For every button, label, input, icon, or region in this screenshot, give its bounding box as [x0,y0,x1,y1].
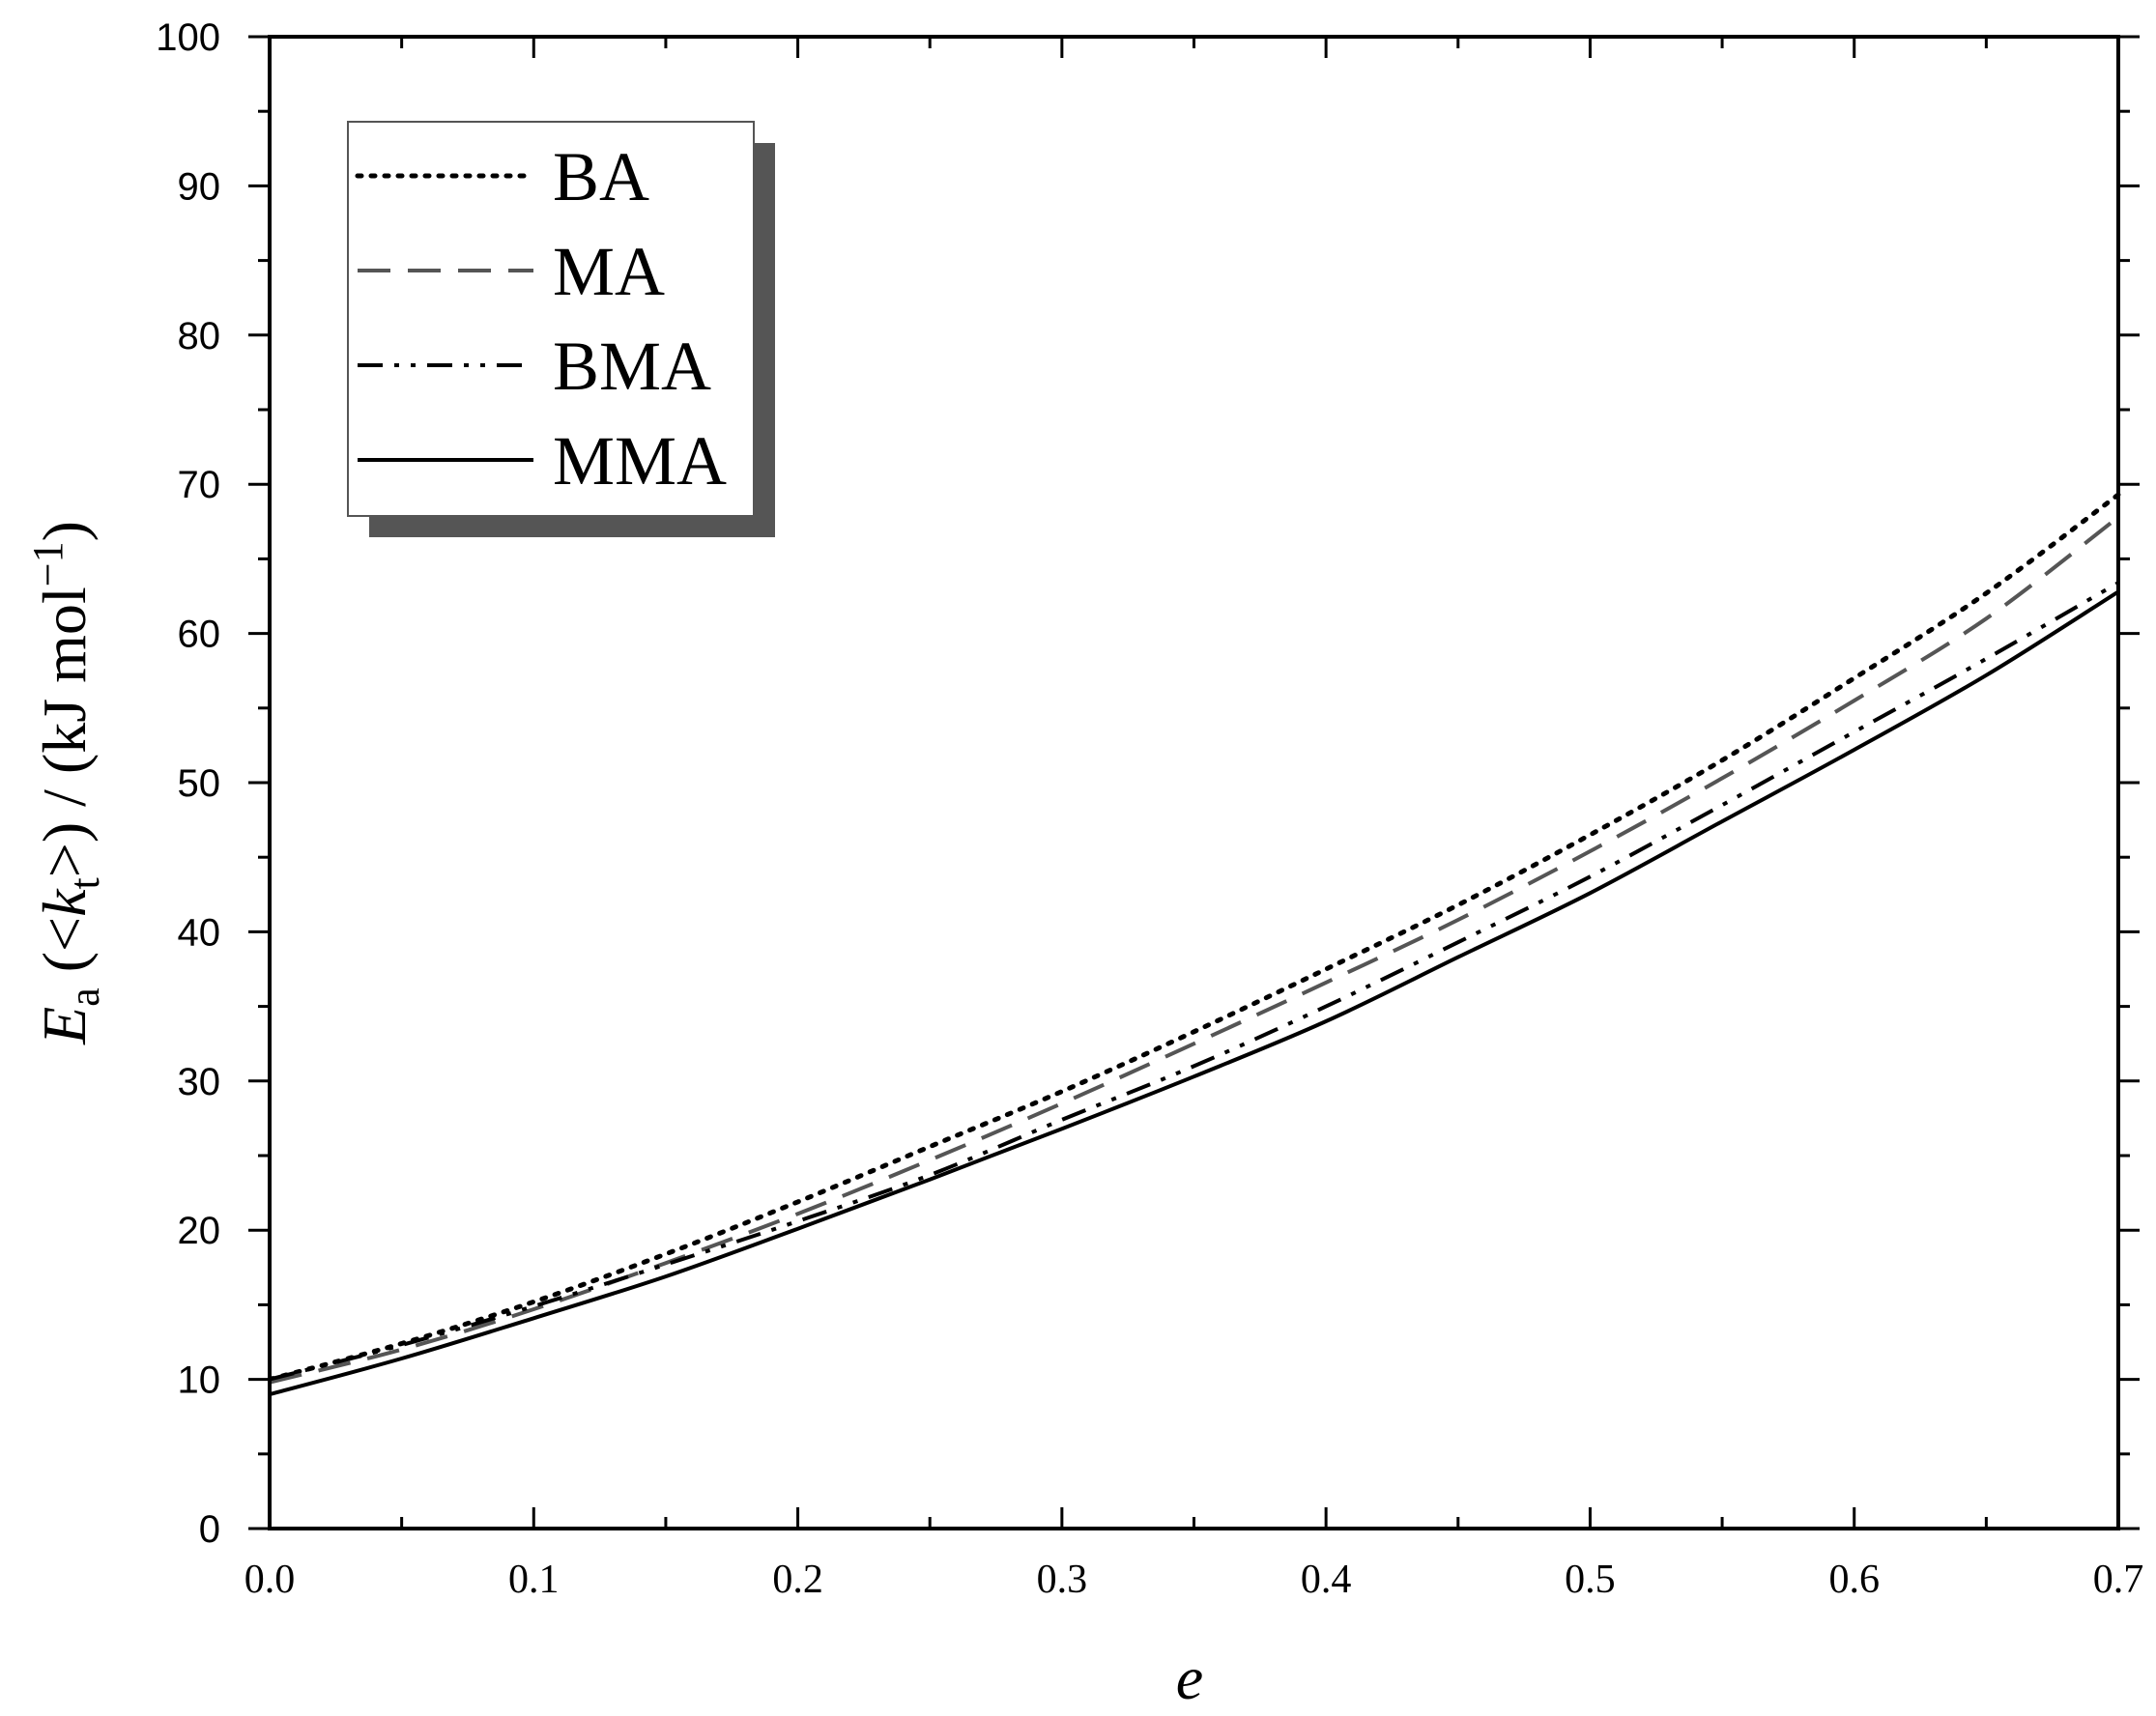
x-tick-label: 0.5 [1565,1558,1616,1602]
y-tick-label: 70 [178,464,221,506]
legend-label-ba: BA [553,138,649,215]
y-tick-label: 60 [178,614,221,656]
y-tick-label: 80 [178,315,221,358]
y-tick-label: 10 [178,1359,221,1402]
y-axis-title: Ea (<kt>) / (kJ mol−1) [24,521,108,1045]
y-tick-label: 40 [178,911,221,954]
y-axis-title-exponent: −1 [24,541,72,586]
y-axis-title-end: ) [30,521,99,541]
y-tick-label: 0 [199,1508,220,1551]
series-line-mma [269,589,2120,1396]
series-lines [267,492,2121,1396]
x-tick-label: 0.3 [1037,1558,1088,1602]
legend-entries: BA MA BMA MMA [355,138,727,500]
legend-box [347,121,755,517]
series-line-ba [267,492,2121,1383]
y-tick-label: 20 [178,1210,221,1252]
y-tick-label: 50 [178,762,221,805]
x-tick-label: 0.1 [508,1558,560,1602]
x-tick-label: 0.2 [772,1558,823,1602]
x-tick-label: 0.0 [244,1558,296,1602]
plot-frame [268,35,2120,1530]
series-line-bma [269,581,2119,1382]
y-tick-labels: 0 10 20 30 40 50 60 70 80 90 100 [156,16,220,1551]
legend: BA MA BMA MMA [347,121,775,537]
y-axis-title-k-sub: t [61,877,108,889]
legend-label-mma: MMA [553,422,727,500]
x-tick-label: 0.6 [1828,1558,1880,1602]
y-tick-label: 30 [178,1061,221,1103]
y-axis-title-open: (< [30,917,99,987]
series-line-ma [269,515,2120,1385]
y-axis-title-k: k [30,888,99,917]
y-tick-label: 90 [178,165,221,208]
x-tick-label: 0.4 [1301,1558,1352,1602]
y-axis-title-symbol: E [30,1007,99,1045]
y-axis-title-symbol-sub: a [61,987,108,1007]
y-tick-label: 100 [156,16,220,59]
legend-label-bma: BMA [553,328,711,405]
x-axis-title: e [1176,1644,1203,1712]
legend-label-ma: MA [553,233,665,310]
x-tick-labels: 0.0 0.1 0.2 0.3 0.4 0.5 0.6 0.7 [244,1558,2144,1602]
x-tick-label: 0.7 [2093,1558,2144,1602]
y-axis-title-unit: >) / (kJ mol [30,586,99,877]
